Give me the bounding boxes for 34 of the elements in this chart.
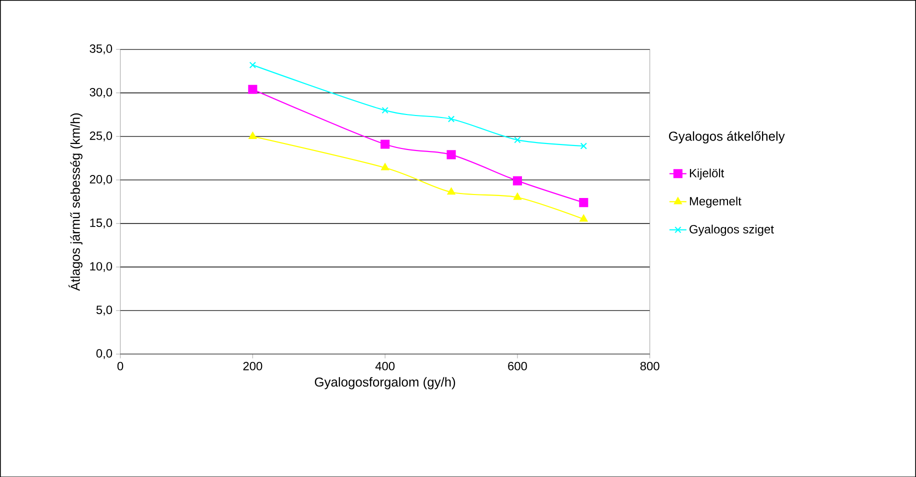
point [381,163,390,170]
y-tick-label: 35,0 [90,44,112,54]
point [380,140,390,149]
legend-label: Gyalogos sziget [690,224,774,236]
point [248,84,258,94]
point [448,115,455,122]
x-tick-label: 600 [508,362,527,370]
y-tick-label: 10,0 [90,262,112,272]
y-axis-title: Átlagos jármű sebesség (km/h) [68,113,82,291]
point [447,187,456,194]
point [513,192,522,200]
point [512,176,522,186]
x-tick-label: 0 [117,362,124,370]
y-tick-label: 25,0 [90,131,112,142]
legend-title: Gyalogos átkelőhely [668,130,785,144]
point [446,150,456,160]
point [248,132,257,139]
point [514,136,521,144]
y-tick-label: 0,0 [96,348,112,359]
x-tick-label: 200 [243,362,262,370]
legend-label: Megemelt [690,196,742,208]
legend-label: Kijelölt [690,168,724,180]
point [382,106,388,114]
point [579,198,588,207]
point [580,214,588,222]
y-tick-label: 30,0 [90,88,112,98]
x-tick-label: 800 [640,362,660,370]
y-tick-label: 15,0 [90,218,112,228]
y-tick-label: 20,0 [90,174,112,185]
x-axis-title: Gyalogosforgalom (gy/h) [314,376,456,390]
point [580,142,588,150]
y-tick-label: 5,0 [96,305,112,316]
point [249,61,256,68]
x-tick-label: 400 [375,362,395,370]
